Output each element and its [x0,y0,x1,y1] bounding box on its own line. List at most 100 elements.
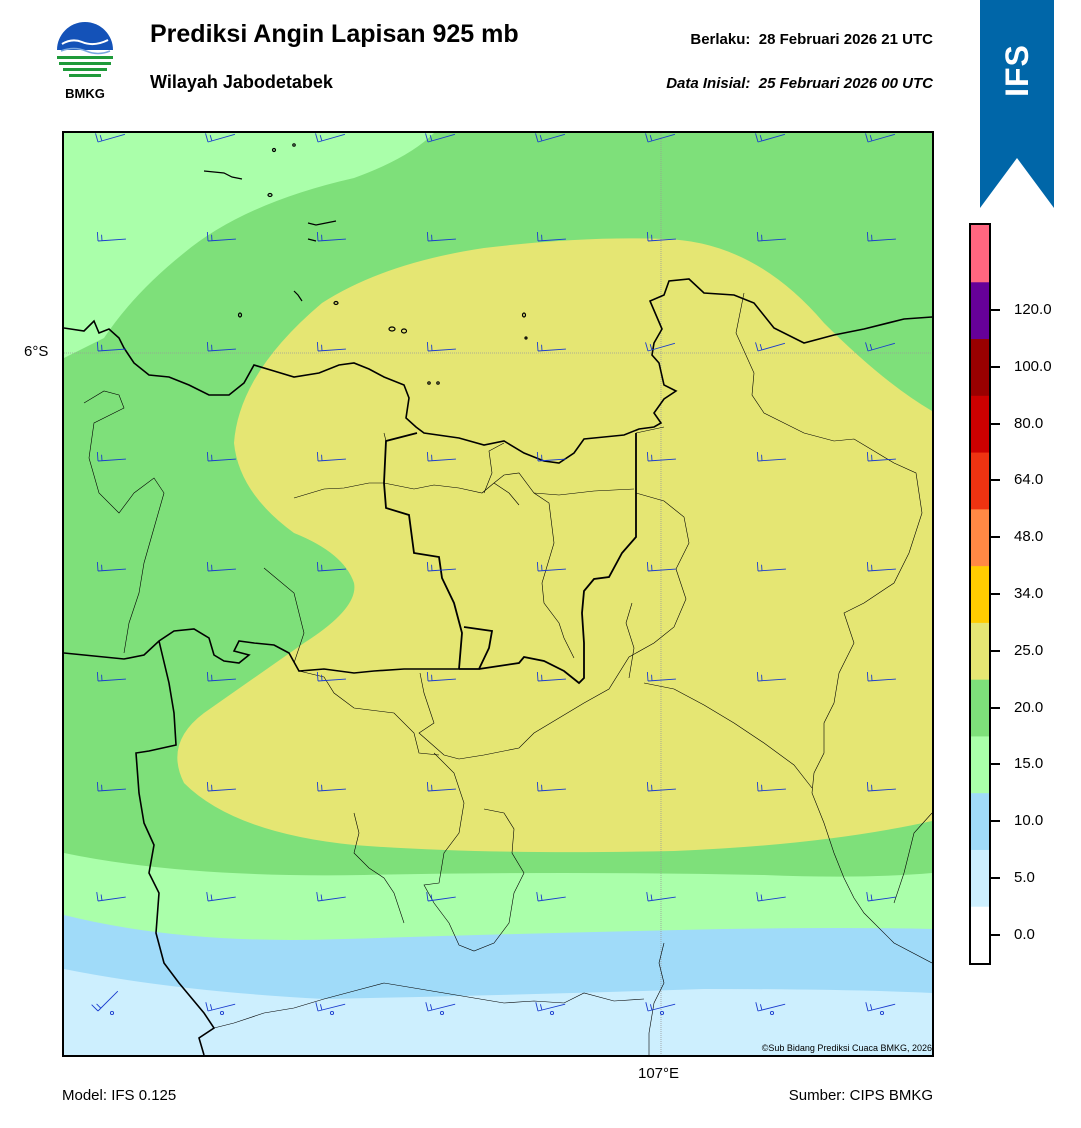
colorbar-segment [971,849,989,907]
wind-barb [316,561,346,572]
wind-barb [205,1002,236,1012]
wind-barb [645,1002,676,1012]
ifs-ribbon [980,0,1054,208]
wind-barb [315,133,346,143]
wind-calm-marker [329,1010,335,1016]
wind-barb [535,133,566,143]
wind-barb [756,671,786,682]
wind-barb [646,892,676,902]
wind-band-10-15-north [64,133,434,358]
colorbar-label: 100.0 [1014,357,1052,375]
wind-barb [866,561,896,572]
wind-barb [866,781,896,792]
colorbar-segment [971,281,989,340]
wind-barb [96,781,126,792]
colorbar-label: 25.0 [1014,641,1044,659]
wind-barb [96,561,126,572]
wind-barb [866,892,896,902]
colorbar-tick [991,820,1000,823]
wind-barb [425,1002,456,1012]
colorbar-segment [971,622,989,680]
colorbar-segment [971,452,989,510]
colorbar-segment [971,338,989,396]
colorbar-segment [971,735,989,794]
source-label: Sumber: CIPS BMKG [788,1087,933,1104]
wind-barb [426,892,456,902]
colorbar-segment [971,395,989,453]
colorbar-tick [991,309,1000,312]
wind-barb [206,892,236,902]
wind-barb [206,231,236,242]
wind-barb [96,892,126,902]
wind-calm-marker [879,1010,885,1016]
wind-barb [316,341,346,352]
ifs-ribbon-label: IFS [998,43,1035,97]
wind-calm-marker [439,1010,445,1016]
boundary-bekasi-karawang [478,433,637,685]
wind-band-0-5 [64,969,932,1055]
wind-barb [426,671,456,682]
wind-map [62,131,934,1057]
wind-barb [426,451,456,462]
wind-barb [865,1002,896,1012]
wind-barb [865,133,896,143]
colorbar-label: 48.0 [1014,528,1044,546]
wind-barb [536,561,566,572]
colorbar-tick [991,876,1000,879]
colorbar-segments [971,225,989,964]
wind-barb [316,231,346,242]
bmkg-logo [57,22,113,77]
boundary-bogor-south [459,626,494,670]
colorbar-label: 120.0 [1014,301,1052,319]
colorbar-tick [991,763,1000,766]
wind-barb [645,133,676,143]
wind-barb [646,231,676,242]
wind-barb [866,231,896,242]
wind-barb [536,781,566,792]
wind-band-20-25 [177,238,932,853]
colorbar-label: 0.0 [1014,925,1035,943]
wind-calm-marker [219,1010,225,1016]
copyright-notice: ©Sub Bidang Prediksi Cuaca BMKG, 2026 [761,1043,932,1053]
colorbar-segment [971,679,989,737]
colorbar-tick [991,593,1000,595]
colorbar-tick [991,649,1000,652]
wind-barb [755,133,786,143]
coastline-north [64,278,932,464]
map-region: Wilayah Jabodetabek [150,72,333,92]
lon-label-107e: 107°E [638,1065,680,1082]
wind-barb [425,133,456,143]
model-label: Model: IFS 0.125 [62,1087,177,1104]
wind-barb [316,781,346,792]
wind-barb [536,892,566,902]
colorbar-segment [971,508,989,567]
wind-barb [426,781,456,792]
wind-barb [206,671,236,682]
colorbar-label: 5.0 [1014,868,1035,886]
wind-barb [865,342,896,352]
wind-barb [315,1002,346,1012]
wind-barb [536,451,566,462]
boundary-banten [135,640,216,1055]
wind-barb [316,892,346,902]
wind-barb [206,561,236,572]
wind-barb [866,671,896,682]
wind-barb [206,781,236,792]
colorbar-label: 15.0 [1014,755,1044,773]
init-value: 25 Februari 2026 00 UTC [758,75,933,92]
wind-barb [866,451,896,462]
colorbar-label: 20.0 [1014,698,1044,716]
map-title: Prediksi Angin Lapisan 925 mb [150,20,519,48]
lat-label-6s: 6°S [24,343,49,360]
wind-barb [756,561,786,572]
wind-barb [646,671,676,682]
colorbar-segment [971,225,989,283]
wind-barb [96,341,126,352]
wind-barb [646,451,676,462]
wind-barb [755,342,786,352]
wind-barb [645,342,676,352]
colorbar-tick [991,933,1000,936]
wind-barb [96,231,126,242]
valid-value: 28 Februari 2026 21 UTC [758,31,933,48]
wind-calm-marker [769,1010,775,1016]
